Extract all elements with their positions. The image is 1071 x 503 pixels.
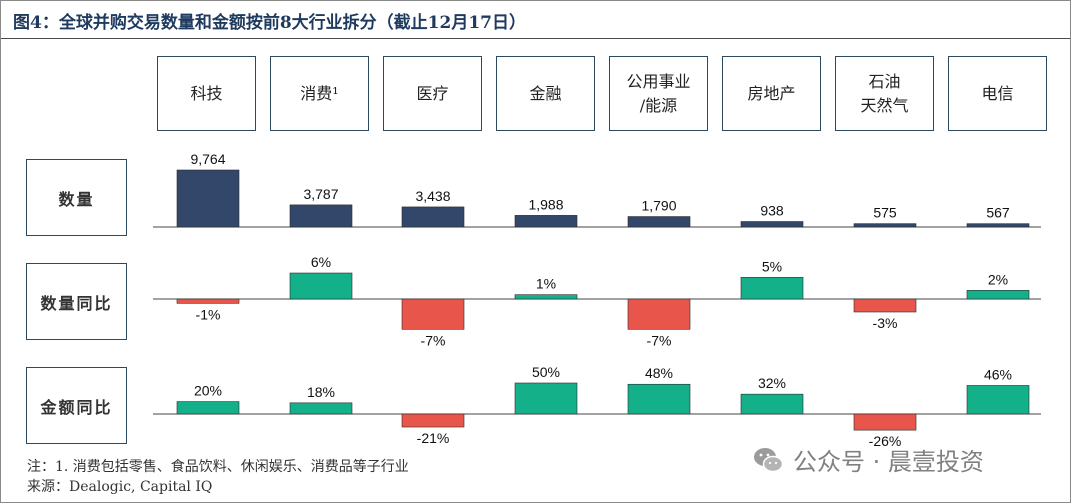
data-label-count-yoy-7: 2% <box>988 271 1008 287</box>
category-header-consumer: 消费¹ <box>270 56 369 131</box>
bar-count-yoy-2 <box>401 298 465 330</box>
data-label-count-4: 1,790 <box>641 198 676 214</box>
data-label-amount-yoy-0: 20% <box>194 383 222 399</box>
bar-count-yoy-7 <box>966 290 1030 300</box>
bar-count-yoy-6 <box>853 298 917 313</box>
bar-count-0 <box>176 169 240 228</box>
data-label-amount-yoy-2: -21% <box>417 430 450 446</box>
bar-count-yoy-5 <box>740 277 804 300</box>
data-label-amount-yoy-6: -26% <box>869 433 902 449</box>
category-header-real-estate: 房地产 <box>722 56 821 131</box>
bar-amount-yoy-7 <box>966 385 1030 415</box>
bar-count-3 <box>514 215 578 228</box>
bar-amount-yoy-4 <box>627 383 691 415</box>
data-label-count-yoy-1: 6% <box>311 254 331 270</box>
bar-amount-yoy-1 <box>289 402 353 415</box>
data-label-amount-yoy-5: 32% <box>758 375 786 391</box>
data-label-amount-yoy-3: 50% <box>532 364 560 380</box>
category-header-oil-gas: 石油 天然气 <box>835 56 934 131</box>
data-label-count-6: 575 <box>873 205 897 221</box>
data-label-count-7: 567 <box>986 205 1010 221</box>
bar-count-6 <box>853 223 917 228</box>
data-label-count-1: 3,787 <box>303 186 338 202</box>
watermark: 公众号 · 晨壹投资 <box>751 442 984 477</box>
bar-count-1 <box>289 204 353 228</box>
bar-count-4 <box>627 216 691 228</box>
category-header-healthcare: 医疗 <box>383 56 482 131</box>
bar-amount-yoy-3 <box>514 382 578 415</box>
watermark-text: 公众号 · 晨壹投资 <box>793 448 984 476</box>
row-label-amount-yoy: 金额同比 <box>26 367 127 444</box>
bar-amount-yoy-6 <box>853 413 917 431</box>
source-note: 来源：Dealogic, Capital IQ <box>27 479 213 495</box>
bar-amount-yoy-5 <box>740 393 804 415</box>
chart-title: 图4：全球并购交易数量和金额按前8大行业拆分（截止12月17日） <box>13 13 526 33</box>
data-label-count-yoy-6: -3% <box>873 315 898 331</box>
category-header-utilities-energy: 公用事业 /能源 <box>609 56 708 131</box>
category-header-finance: 金融 <box>496 56 595 131</box>
data-label-amount-yoy-1: 18% <box>307 384 335 400</box>
row-label-count: 数量 <box>26 159 127 236</box>
data-label-count-5: 938 <box>760 203 784 219</box>
footnote: 注：1. 消费包括零售、食品饮料、休闲娱乐、消费品等子行业 <box>27 459 409 475</box>
data-label-count-yoy-2: -7% <box>421 332 446 348</box>
bar-count-yoy-0 <box>176 298 240 304</box>
data-label-count-yoy-4: -7% <box>647 332 672 348</box>
bar-count-2 <box>401 206 465 228</box>
data-label-count-yoy-5: 5% <box>762 258 782 274</box>
category-header-tech: 科技 <box>157 56 256 131</box>
bar-count-yoy-1 <box>289 272 353 300</box>
data-label-amount-yoy-4: 48% <box>645 365 673 381</box>
bar-count-5 <box>740 221 804 228</box>
bar-count-yoy-3 <box>514 294 578 300</box>
row-label-count-yoy: 数量同比 <box>26 263 127 340</box>
bar-amount-yoy-0 <box>176 401 240 415</box>
data-label-count-yoy-3: 1% <box>536 276 556 292</box>
data-label-count-2: 3,438 <box>415 188 450 204</box>
data-label-count-0: 9,764 <box>190 151 225 167</box>
data-label-amount-yoy-7: 46% <box>984 366 1012 382</box>
bar-count-7 <box>966 223 1030 228</box>
category-header-telecom: 电信 <box>948 56 1047 131</box>
bar-amount-yoy-2 <box>401 413 465 428</box>
bar-count-yoy-4 <box>627 298 691 330</box>
data-label-count-yoy-0: -1% <box>196 306 221 322</box>
wechat-icon <box>754 447 784 472</box>
title-divider <box>1 38 1070 39</box>
data-label-count-3: 1,988 <box>528 196 563 212</box>
